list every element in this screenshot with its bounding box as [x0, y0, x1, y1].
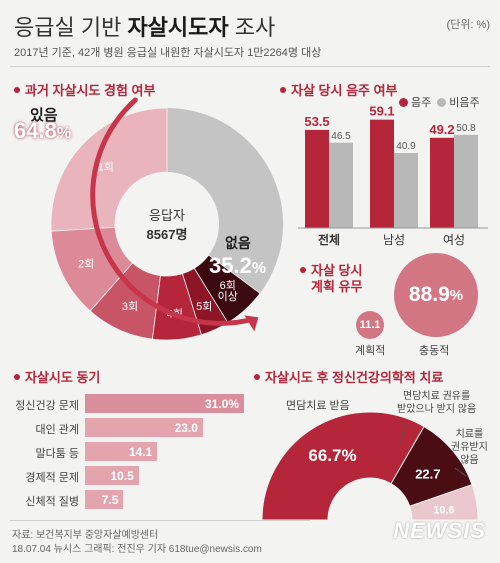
donut-segment-label: 5회: [196, 300, 212, 313]
drinking-legend: 음주 비음주: [393, 94, 480, 110]
treatment-value-label: 10.6: [433, 505, 454, 517]
treatment-value-label: 66.7%: [308, 446, 356, 465]
donut-segment-label: 3회: [122, 300, 138, 313]
motive-bar: 10.5: [85, 466, 139, 485]
leader-line: [454, 467, 467, 477]
drink-category-label: 여성: [443, 233, 465, 247]
treatment-label-refused: 면담치료 권유를 받았으나 받지 않음: [397, 391, 477, 415]
motive-category-label: 경제적 문제: [25, 472, 79, 484]
treatment-label-received: 면담치료 받음: [286, 400, 350, 412]
history-section-title: 과거 자살시도 경험 여부: [14, 80, 155, 99]
drink-value-label: 40.9: [396, 141, 416, 152]
impulsive-label: 충동적: [419, 345, 450, 357]
drink-bar-1-0: [370, 119, 394, 228]
drinking-section-title: 자살 당시 음주 여부: [280, 80, 398, 99]
motive-value-label: 7.5: [101, 493, 119, 507]
leader-line: [399, 422, 406, 445]
drink-value-label: 49.2: [429, 122, 454, 137]
drink-bar-2-0: [430, 137, 454, 228]
drinker-swatch: [399, 98, 408, 107]
motive-category-label: 말다툼 등: [35, 448, 79, 460]
treatment-slice-0: [261, 411, 425, 521]
motive-category-label: 정신건강 문제: [15, 400, 79, 412]
donut-segment-label: 이상: [218, 290, 238, 303]
planned-label: 계획적: [355, 345, 386, 357]
impulsive-bubble: 88.9%: [394, 253, 478, 337]
drink-value-label: 59.1: [369, 104, 394, 119]
footer-divider: [10, 520, 310, 521]
planned-bubble: 11.1: [356, 311, 384, 339]
motive-value-label: 23.0: [174, 421, 198, 435]
source-credit: 자료: 보건복지부 중앙자살예방센터 18.07.04 뉴시스 그래픽: 전진우 …: [12, 530, 262, 555]
treatment-slice-2: [409, 484, 479, 521]
drink-bar-0-1: [329, 142, 353, 228]
donut-slice-1: [50, 226, 134, 312]
donut-center-label: 응답자 8567명: [146, 208, 188, 242]
motive-value-label: 14.1: [128, 445, 153, 459]
motive-value-label: 31.0%: [204, 397, 239, 411]
motive-bar: 14.1: [85, 442, 158, 461]
unit-note: (단위: %): [446, 19, 490, 31]
motive-category-label: 대인 관계: [35, 424, 79, 436]
donut-segment-label: 1회: [98, 160, 114, 173]
drink-bar-2-1: [454, 134, 478, 228]
donut-no-label: 없음: [225, 235, 251, 251]
arrow-head-icon: [244, 315, 259, 332]
drink-bar-1-1: [394, 153, 418, 228]
drink-category-label: 전체: [318, 232, 340, 247]
motive-bar: 7.5: [85, 490, 124, 509]
donut-segment-label: 2회: [78, 258, 94, 271]
newsis-logo: NEWSIS: [393, 518, 486, 543]
donut-segment-label: 6회: [220, 279, 236, 292]
drink-category-label: 남성: [383, 233, 405, 247]
drink-value-label: 46.5: [331, 131, 351, 142]
page-title: 응급실 기반 자살시도자 조사: [14, 15, 276, 40]
motive-bar: 23.0: [85, 418, 203, 437]
motive-value-label: 10.5: [110, 469, 134, 483]
drink-bar-0-0: [305, 129, 329, 228]
subtitle: 2017년 기준, 42개 병원 응급실 내원한 자살시도자 1만2264명 대…: [14, 47, 322, 59]
donut-no-value: 35.2%: [209, 253, 267, 278]
divider: [10, 66, 490, 67]
donut-yes-value: 64.8%: [14, 118, 72, 143]
motive-section-title: 자살시도 동기: [14, 367, 100, 386]
treatment-value-label: 22.7: [415, 466, 440, 481]
drink-value-label: 53.5: [304, 114, 329, 129]
donut-slice-3: [152, 273, 202, 341]
donut-yes-label: 있음: [30, 107, 58, 124]
donut-slice-2: [89, 262, 161, 340]
treatment-section-title: 자살시도 후 정신건강의학적 치료: [254, 367, 443, 386]
non-drinker-swatch: [437, 98, 447, 107]
motive-bar: 31.0%: [85, 394, 244, 413]
drink-value-label: 50.8: [456, 123, 476, 134]
planning-section-title: 자살 당시 계획 유무: [300, 263, 362, 295]
motive-category-label: 신체적 질병: [25, 496, 79, 508]
donut-segment-label: 4회: [167, 308, 183, 321]
treatment-label-none: 치료를 권유받지 않음: [451, 429, 488, 466]
